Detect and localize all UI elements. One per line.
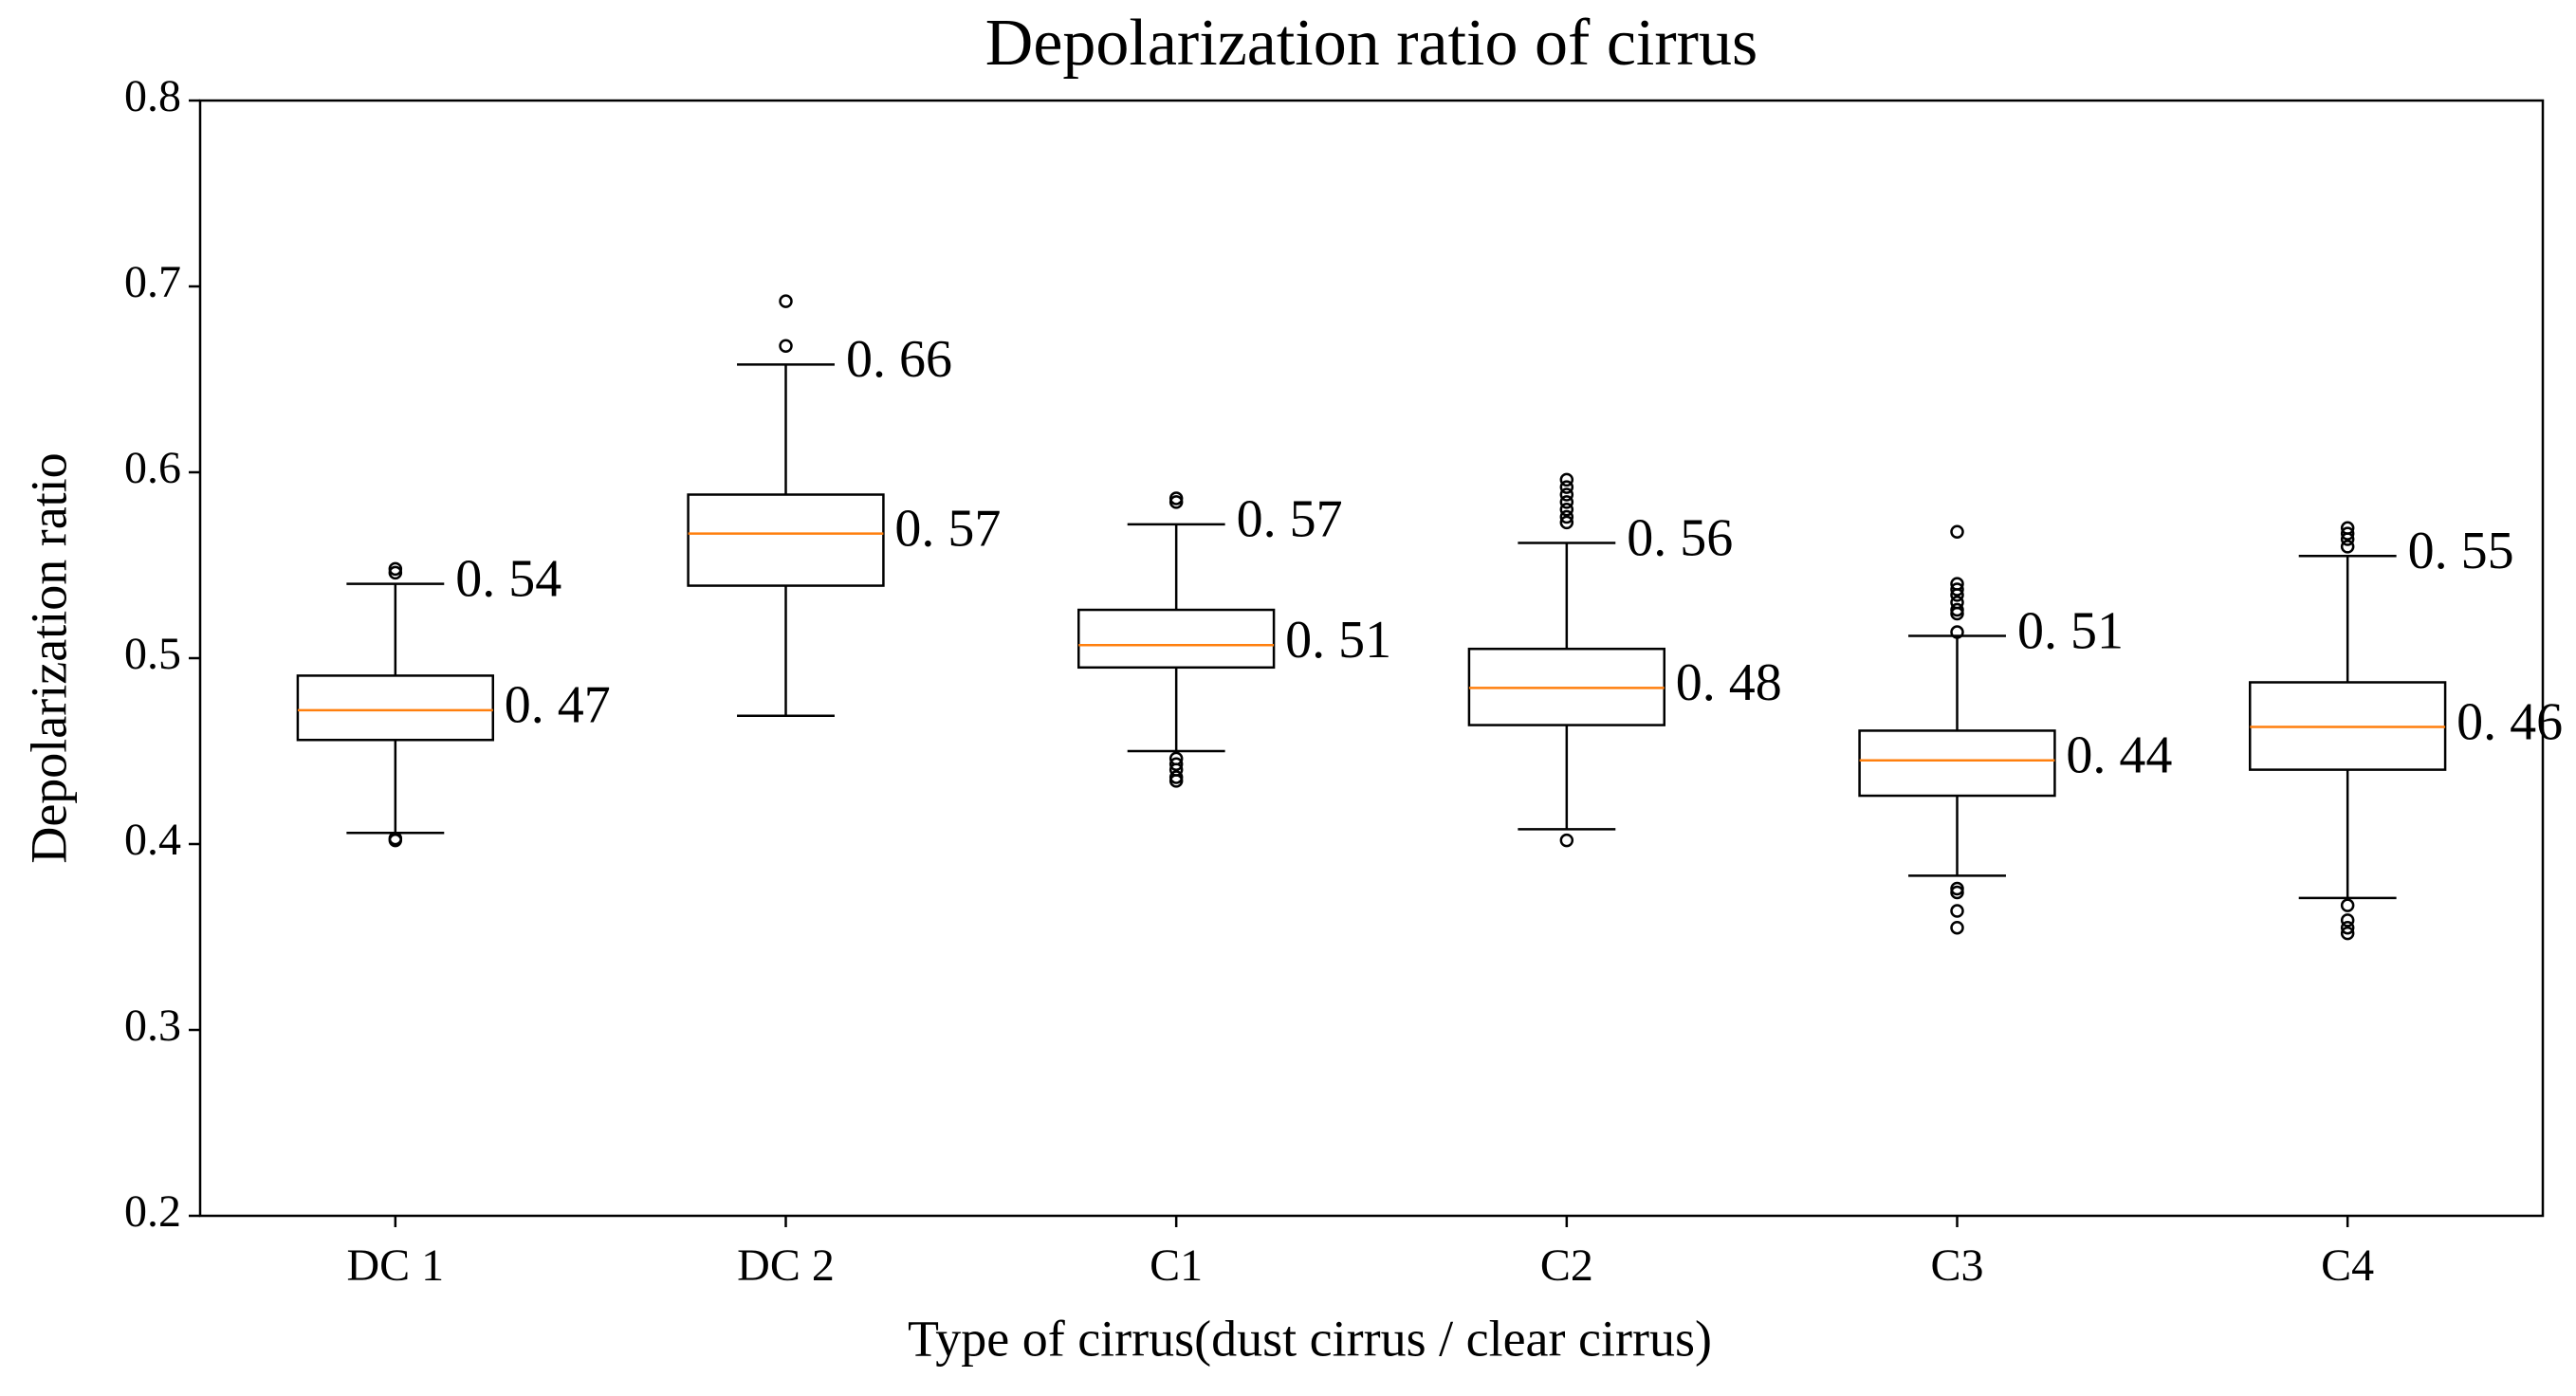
y-tick-label: 0.8	[124, 71, 181, 121]
outlier	[388, 833, 403, 848]
outlier	[1950, 920, 1964, 935]
y-tick-label: 0.3	[124, 1001, 181, 1051]
outlier	[388, 565, 403, 580]
x-tick-label: C3	[1930, 1240, 1983, 1291]
outlier	[1559, 833, 1574, 848]
outlier	[2340, 532, 2355, 546]
median-label: 0. 57	[894, 500, 1001, 559]
outlier	[2340, 898, 2355, 912]
outlier	[1168, 495, 1184, 509]
y-tick-label: 0.5	[124, 629, 181, 679]
median-label: 0. 51	[1285, 611, 1391, 670]
x-tick-label: C2	[1540, 1240, 1593, 1291]
outlier	[1950, 885, 1964, 900]
outlier	[779, 339, 793, 353]
outlier	[1950, 524, 1964, 539]
outlier	[1950, 625, 1964, 639]
x-tick-label: DC 2	[737, 1240, 835, 1291]
whisker-label: 0. 54	[455, 549, 561, 608]
median-label: 0. 48	[1676, 653, 1782, 712]
outlier	[1559, 495, 1574, 509]
outlier	[2340, 913, 2355, 928]
box	[296, 674, 494, 742]
outlier	[1559, 515, 1574, 530]
chart-title: Depolarization ratio of cirrus	[985, 7, 1757, 80]
y-tick-label: 0.2	[124, 1186, 181, 1237]
outlier	[1559, 480, 1574, 494]
outlier	[2340, 526, 2355, 541]
y-tick-label: 0.7	[124, 257, 181, 307]
outlier	[1168, 757, 1184, 771]
y-tick-label: 0.6	[124, 443, 181, 493]
x-axis-label: Type of cirrus(dust cirrus / clear cirru…	[908, 1310, 1712, 1367]
whisker-label: 0. 57	[1237, 490, 1343, 549]
outlier	[2340, 920, 2355, 935]
outlier	[1950, 904, 1964, 918]
outlier	[1950, 606, 1964, 621]
whisker-label: 0. 51	[2017, 601, 2124, 660]
whisker-label: 0. 55	[2408, 522, 2514, 580]
box	[687, 493, 885, 587]
x-tick-label: DC 1	[346, 1240, 444, 1291]
outlier	[1559, 509, 1574, 524]
outlier	[1559, 487, 1574, 502]
median-label: 0. 47	[505, 676, 611, 735]
x-tick-label: C4	[2321, 1240, 2374, 1291]
outlier	[1950, 588, 1964, 602]
whisker-label: 0. 66	[846, 330, 952, 389]
outlier	[1168, 774, 1184, 788]
box	[1858, 729, 2056, 798]
box	[1077, 608, 1276, 670]
y-tick-label: 0.4	[124, 815, 181, 865]
median-label: 0. 44	[2066, 726, 2172, 785]
outlier	[2340, 926, 2355, 941]
outlier	[2340, 540, 2355, 554]
outlier	[1950, 582, 1964, 597]
y-axis-label: Depolarization ratio	[20, 452, 77, 863]
outlier	[1559, 472, 1574, 487]
whisker-label: 0. 56	[1627, 508, 1733, 567]
outlier	[1559, 502, 1574, 517]
median-label: 0. 46	[2456, 692, 2563, 751]
x-tick-label: C1	[1150, 1240, 1203, 1291]
outlier	[779, 294, 793, 308]
